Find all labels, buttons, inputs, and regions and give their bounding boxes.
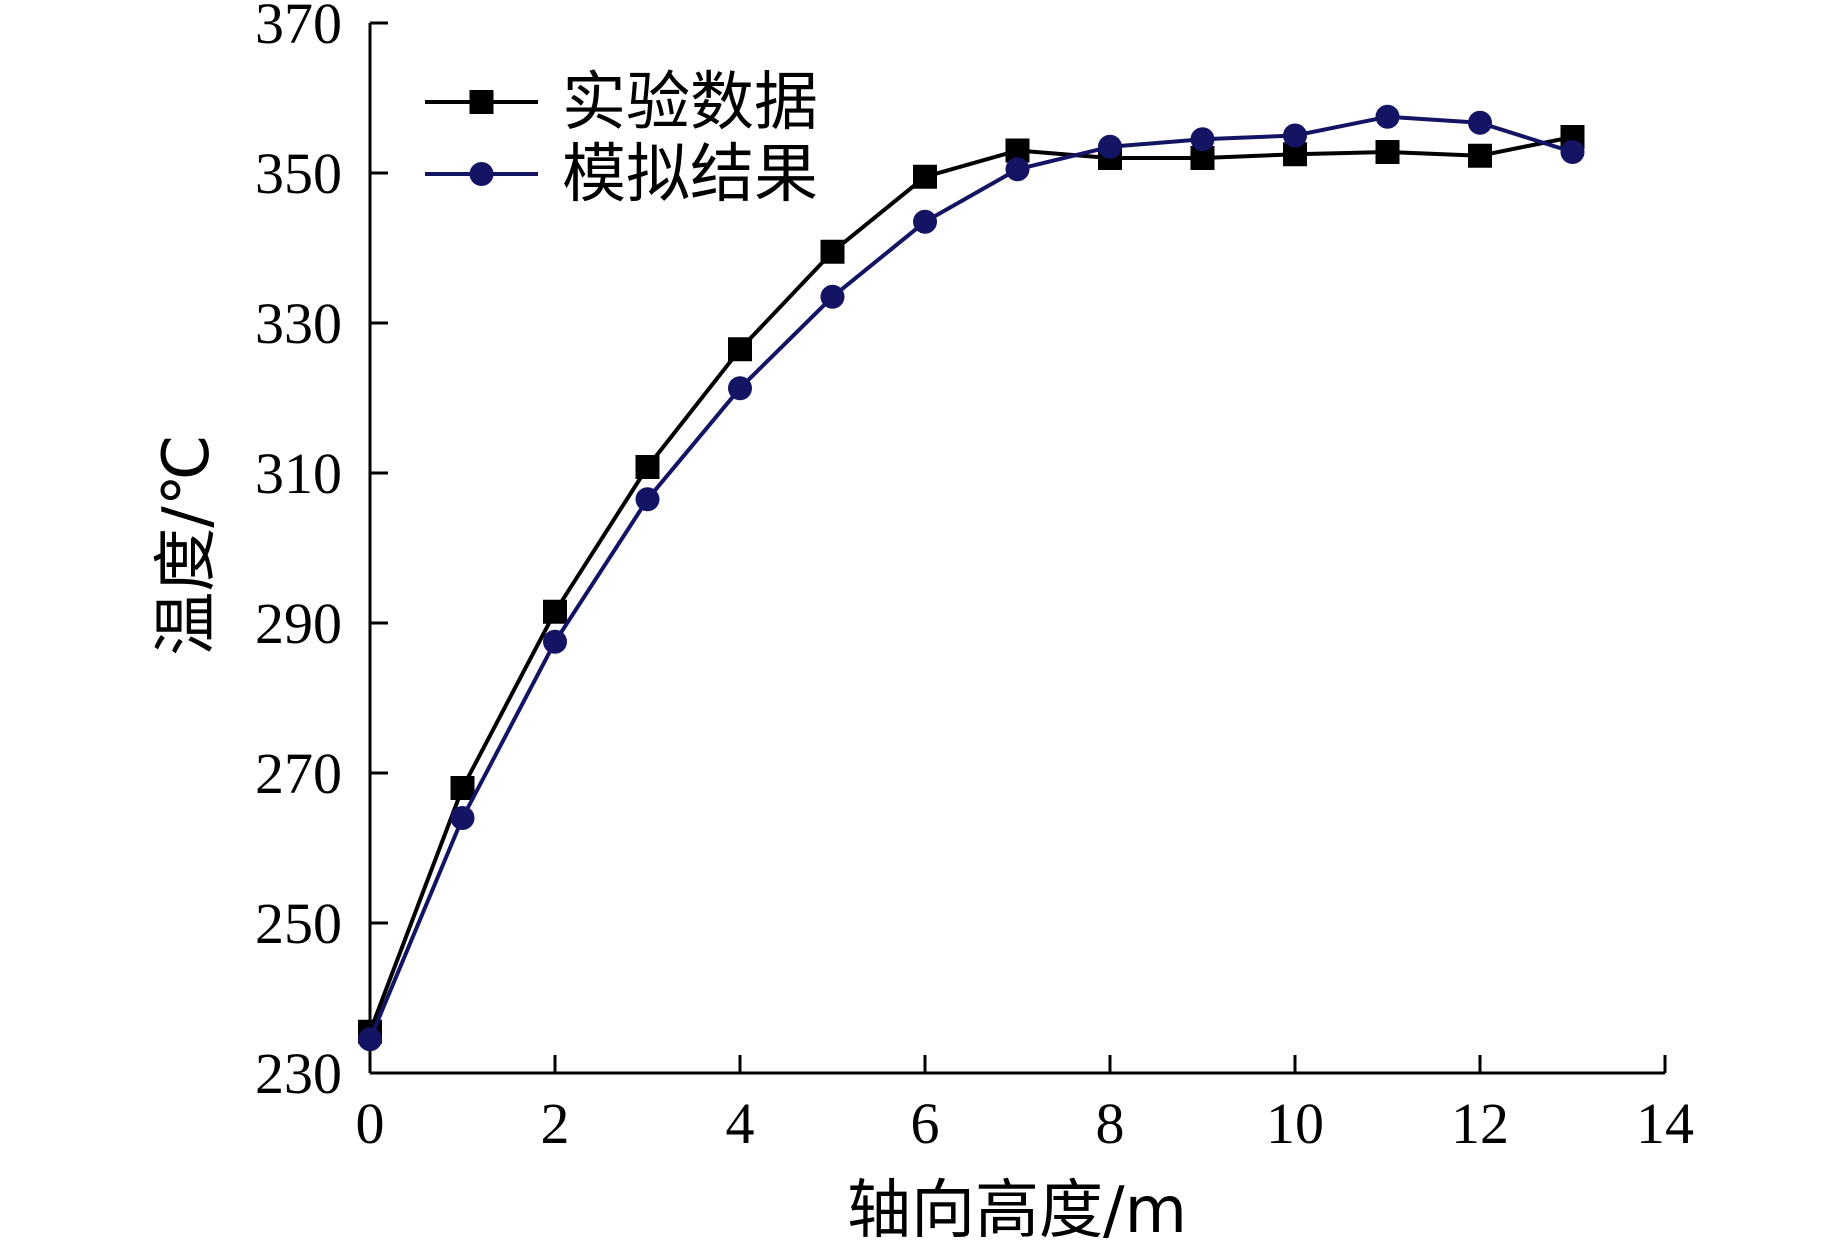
series-line [368,114,1574,1041]
data-point [635,487,660,512]
x-tick-label: 14 [1636,1091,1694,1156]
legend-item-2: 模拟结果 [425,138,818,212]
legend-item-1: 实验数据 [425,66,818,140]
data-point [820,284,845,309]
axes: 230 250 270 290 310 330 350 370 0 2 4 6 8 10 12 14 [255,0,1694,1156]
data-point [1468,110,1492,135]
data-point [635,455,660,479]
y-tick-label: 270 [255,741,342,806]
data-point [1375,104,1400,129]
y-tick-label: 310 [255,441,342,506]
x-tick-label: 8 [1096,1091,1125,1156]
data-point [728,376,752,401]
y-tick-label: 230 [255,1041,342,1106]
data-point [1560,140,1585,164]
x-tick-label: 0 [356,1091,385,1156]
series-layer [358,104,1585,1052]
data-point [1005,157,1030,182]
data-point [450,776,475,800]
y-tick-label: 350 [255,141,342,206]
x-tick-label: 4 [726,1091,755,1156]
x-tick-label: 12 [1451,1091,1509,1156]
data-point [728,337,752,362]
x-tick-label: 6 [911,1091,940,1156]
data-point [1468,143,1492,168]
data-point [913,164,937,189]
data-point [1098,134,1122,159]
legend-label: 实验数据 [562,66,818,140]
legend-marker [469,162,494,186]
series-2 [358,104,1585,1052]
y-tick-label: 370 [255,0,342,56]
y-tick-label: 290 [255,591,342,656]
data-point [1190,127,1215,152]
y-axis-title: 温度/℃ [150,434,224,655]
x-tick-label: 2 [541,1091,570,1156]
y-tick-label: 250 [255,891,342,956]
data-point [1375,140,1400,164]
series-line [368,135,1573,1033]
legend-marker [469,90,494,114]
x-tick-label: 10 [1266,1091,1324,1156]
series-1 [358,125,1585,1044]
data-point [450,806,475,830]
data-point [543,599,567,624]
data-point [820,239,845,264]
data-point [1283,123,1307,148]
data-point [543,629,567,654]
y-tick-label: 330 [255,291,342,356]
legend-label: 模拟结果 [562,138,818,212]
data-point [913,209,937,234]
x-axis-title: 轴向高度/m [847,1174,1187,1243]
data-point [358,1027,382,1052]
